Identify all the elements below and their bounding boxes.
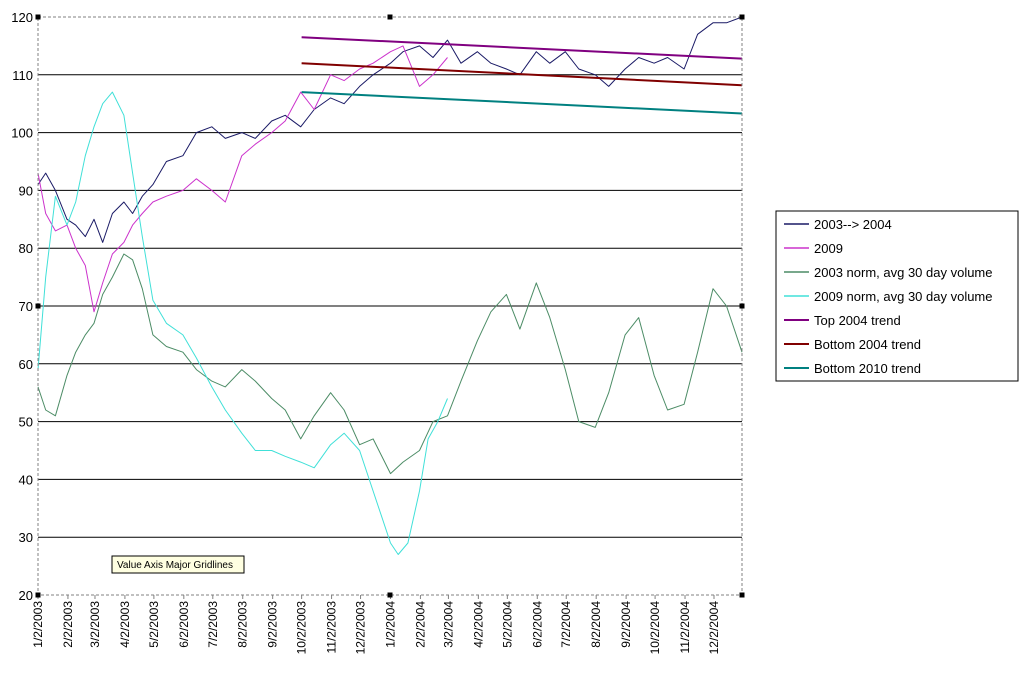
selection-handle	[387, 14, 393, 20]
x-tick-label: 5/2/2004	[500, 601, 514, 648]
y-tick-label: 20	[19, 588, 33, 603]
series-line	[37, 16, 743, 243]
selection-handle	[739, 303, 745, 309]
legend-label: 2003--> 2004	[814, 217, 892, 232]
y-tick-label: 70	[19, 299, 33, 314]
series-line	[37, 253, 743, 475]
plot-area: 20 30 40 50 60 70 80 90 100 110 120 1/2/2003 2/2/200…	[11, 10, 745, 655]
x-tick-label: 4/2/2003	[118, 601, 132, 648]
x-tick-label: 10/2/2003	[295, 601, 309, 655]
x-tick-label: 8/2/2004	[589, 601, 603, 648]
selection-handle	[35, 592, 41, 598]
y-tick-label: 110	[12, 68, 33, 83]
x-tick-label: 12/2/2004	[707, 601, 721, 655]
selection-handle	[35, 14, 41, 20]
x-tick-label: 2/2/2004	[413, 601, 427, 648]
x-tick-label: 3/2/2004	[441, 601, 455, 648]
x-tick-label: 9/2/2004	[619, 601, 633, 648]
selection-handle	[739, 592, 745, 598]
x-tick-label: 11/2/2004	[678, 601, 692, 654]
x-tick-label: 6/2/2003	[177, 601, 191, 648]
gridline-tooltip	[111, 555, 245, 574]
y-tick-label: 30	[19, 530, 33, 545]
y-tick-label: 100	[11, 126, 33, 141]
y-tick-label: 40	[19, 472, 33, 487]
y-tick-label: 60	[19, 357, 33, 372]
x-tick-label: 3/2/2003	[88, 601, 102, 648]
series-line	[301, 62, 743, 87]
series-line	[301, 36, 743, 60]
legend: 2003--> 2004 2009 2003 norm, avg 30 day vo…	[775, 210, 1019, 382]
selection-handle	[35, 303, 41, 309]
x-tick-label: 1/2/2003	[31, 601, 45, 648]
legend-box	[775, 210, 1019, 382]
legend-label: 2009 norm, avg 30 day volume	[814, 289, 993, 304]
y-tick-label: 90	[19, 183, 33, 198]
selection-handle	[739, 14, 745, 20]
selection-handle	[387, 592, 393, 598]
legend-label: 2003 norm, avg 30 day volume	[814, 265, 993, 280]
series-line	[301, 91, 743, 115]
x-tick-label: 4/2/2004	[471, 601, 485, 648]
legend-label: Bottom 2004 trend	[814, 337, 921, 352]
series-line	[37, 91, 448, 555]
series-line	[37, 45, 448, 313]
y-tick-label: 120	[11, 10, 33, 25]
x-tick-label: 7/2/2003	[206, 601, 220, 648]
y-tick-label: 80	[19, 241, 33, 256]
x-tick-label: 5/2/2003	[147, 601, 161, 648]
x-tick-label: 10/2/2004	[648, 601, 662, 655]
x-tick-label: 2/2/2003	[61, 601, 75, 648]
legend-label: 2009	[814, 241, 843, 256]
legend-label: Top 2004 trend	[814, 313, 901, 328]
legend-label: Bottom 2010 trend	[814, 361, 921, 376]
x-tick-label: 8/2/2003	[236, 601, 250, 648]
y-tick-label: 50	[19, 415, 33, 430]
x-tick-label: 1/2/2004	[383, 601, 397, 648]
x-tick-label: 7/2/2004	[559, 601, 573, 648]
gridline-tooltip-text: Value Axis Major Gridlines	[117, 560, 233, 571]
x-tick-label: 6/2/2004	[530, 601, 544, 648]
x-tick-label: 12/2/2003	[354, 601, 368, 655]
x-tick-label: 9/2/2003	[266, 601, 280, 648]
x-tick-label: 11/2/2003	[325, 601, 339, 654]
